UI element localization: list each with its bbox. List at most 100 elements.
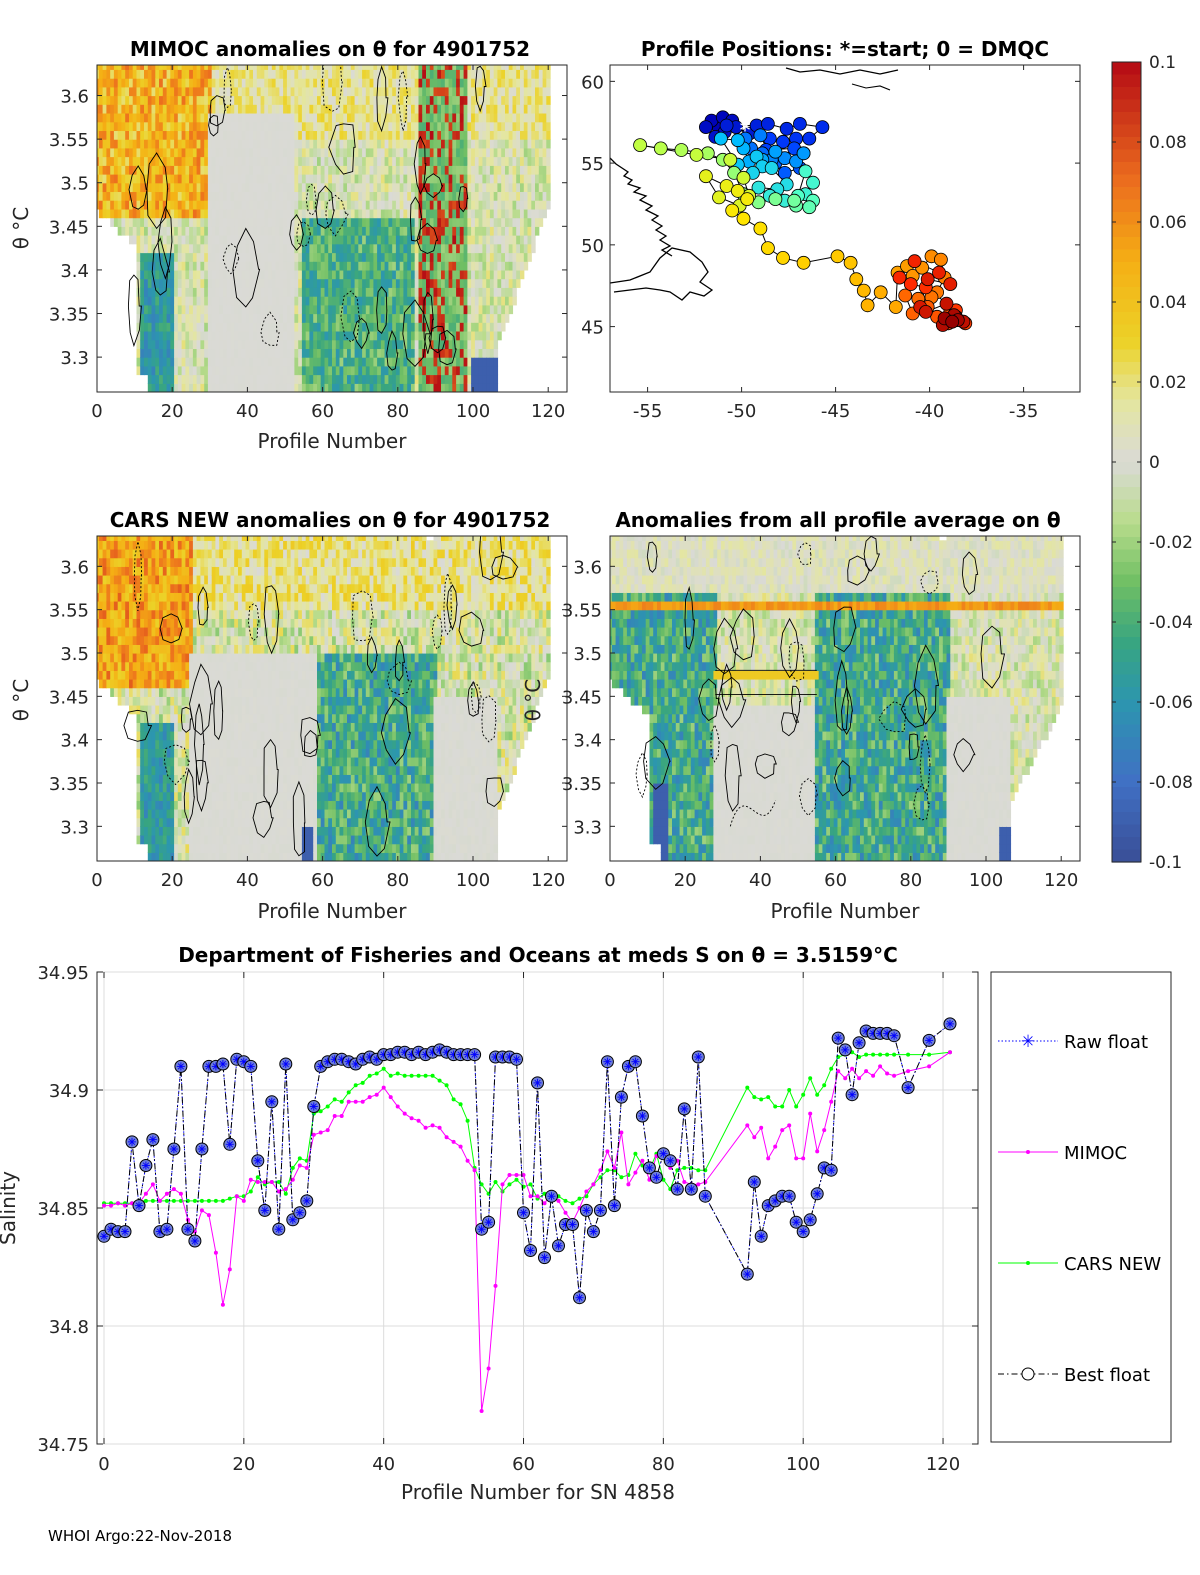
heatmap-cell (422, 409, 426, 418)
heatmap-cell (459, 383, 465, 392)
heatmap-cell (377, 217, 382, 227)
heatmap-cell (347, 217, 352, 227)
heatmap-cell (444, 95, 450, 105)
heatmap-cell (335, 252, 341, 262)
heatmap-cell (271, 261, 277, 271)
heatmap-cell (380, 104, 386, 114)
heatmap-cell (403, 243, 408, 254)
heatmap-cell (189, 95, 194, 105)
heatmap-cell (113, 139, 119, 149)
heatmap-cell (414, 156, 420, 166)
heatmap-cell (419, 418, 423, 427)
heatmap-cell (219, 357, 224, 367)
heatmap-cell (358, 278, 363, 288)
heatmap-cell (283, 78, 288, 88)
heatmap-cell (441, 65, 446, 70)
heatmap-cell (245, 235, 250, 245)
heatmap-cell (151, 287, 156, 297)
heatmap-cell (219, 436, 223, 445)
heatmap-cell (144, 252, 149, 262)
heatmap-cell (332, 130, 337, 140)
heatmap-cell (256, 86, 262, 97)
heatmap-cell (362, 287, 367, 297)
heatmap-cell (429, 104, 435, 114)
heatmap-cell (493, 95, 499, 105)
heatmap-cell (426, 383, 431, 392)
heatmap-cell (370, 401, 374, 410)
heatmap-cell (234, 357, 239, 367)
heatmap-cell (238, 383, 243, 392)
heatmap-cell (535, 52, 539, 61)
heatmap-cell (527, 147, 532, 158)
heatmap-cell (223, 296, 228, 306)
heatmap-cell (347, 252, 352, 262)
heatmap-cell (535, 78, 540, 88)
heatmap-cell (411, 86, 416, 97)
heatmap-cell (332, 252, 337, 262)
heatmap-cell (317, 217, 322, 227)
heatmap-cell (452, 139, 457, 149)
heatmap-cell (283, 287, 288, 297)
heatmap-cell (422, 243, 427, 254)
heatmap-cell (467, 235, 472, 245)
heatmap-cell (463, 226, 468, 236)
heatmap-cell (170, 287, 175, 297)
heatmap-cell (279, 365, 284, 376)
heatmap-cell (253, 331, 258, 341)
heatmap-cell (463, 252, 468, 262)
heatmap-cell (174, 278, 179, 288)
heatmap-cell (110, 139, 115, 149)
heatmap-cell (152, 427, 156, 436)
heatmap-cell (170, 95, 175, 105)
heatmap-cell (486, 235, 491, 245)
heatmap-cell (437, 95, 442, 105)
heatmap-cell (200, 287, 205, 297)
heatmap-cell (249, 121, 254, 132)
heatmap-cell (407, 113, 412, 123)
heatmap-cell (339, 226, 344, 236)
heatmap-cell (388, 65, 393, 70)
heatmap-cell (448, 269, 453, 280)
heatmap-cell (441, 339, 446, 350)
heatmap-cell (271, 174, 277, 184)
heatmap-cell (219, 113, 224, 123)
heatmap-cell (226, 95, 232, 105)
heatmap-cell (264, 217, 269, 227)
heatmap-cell (275, 278, 280, 288)
heatmap-cell (234, 217, 239, 227)
heatmap-cell (129, 147, 134, 158)
heatmap-cell (189, 392, 193, 401)
heatmap-cell (223, 322, 228, 332)
heatmap-cell (335, 374, 341, 384)
heatmap-cell (144, 226, 149, 236)
heatmap-cell (328, 104, 333, 114)
heatmap-cell (287, 392, 291, 401)
heatmap-cell (347, 357, 352, 367)
heatmap-cell (317, 235, 322, 245)
heatmap-cell (459, 208, 465, 219)
heatmap-cell (373, 182, 378, 193)
heatmap-cell (271, 69, 277, 79)
heatmap-cell (358, 304, 363, 315)
heatmap-cell (354, 65, 359, 70)
heatmap-cell (166, 304, 171, 315)
heatmap-cell (291, 409, 295, 418)
heatmap-cell (223, 331, 228, 341)
heatmap-cell (264, 113, 269, 123)
heatmap-cell (230, 121, 235, 132)
heatmap-cell (437, 269, 442, 280)
heatmap-cell (407, 383, 412, 392)
heatmap-cell (460, 392, 464, 401)
heatmap-cell (230, 191, 235, 201)
heatmap-cell (182, 392, 186, 401)
heatmap-cell (275, 113, 280, 123)
heatmap-cell (245, 113, 250, 123)
heatmap-cell (132, 104, 138, 114)
heatmap-cell (241, 139, 247, 149)
heatmap-cell (177, 208, 183, 219)
heatmap-cell (343, 296, 348, 306)
heatmap-cell (471, 261, 476, 271)
heatmap-cell (388, 252, 393, 262)
heatmap-cell (320, 217, 326, 227)
